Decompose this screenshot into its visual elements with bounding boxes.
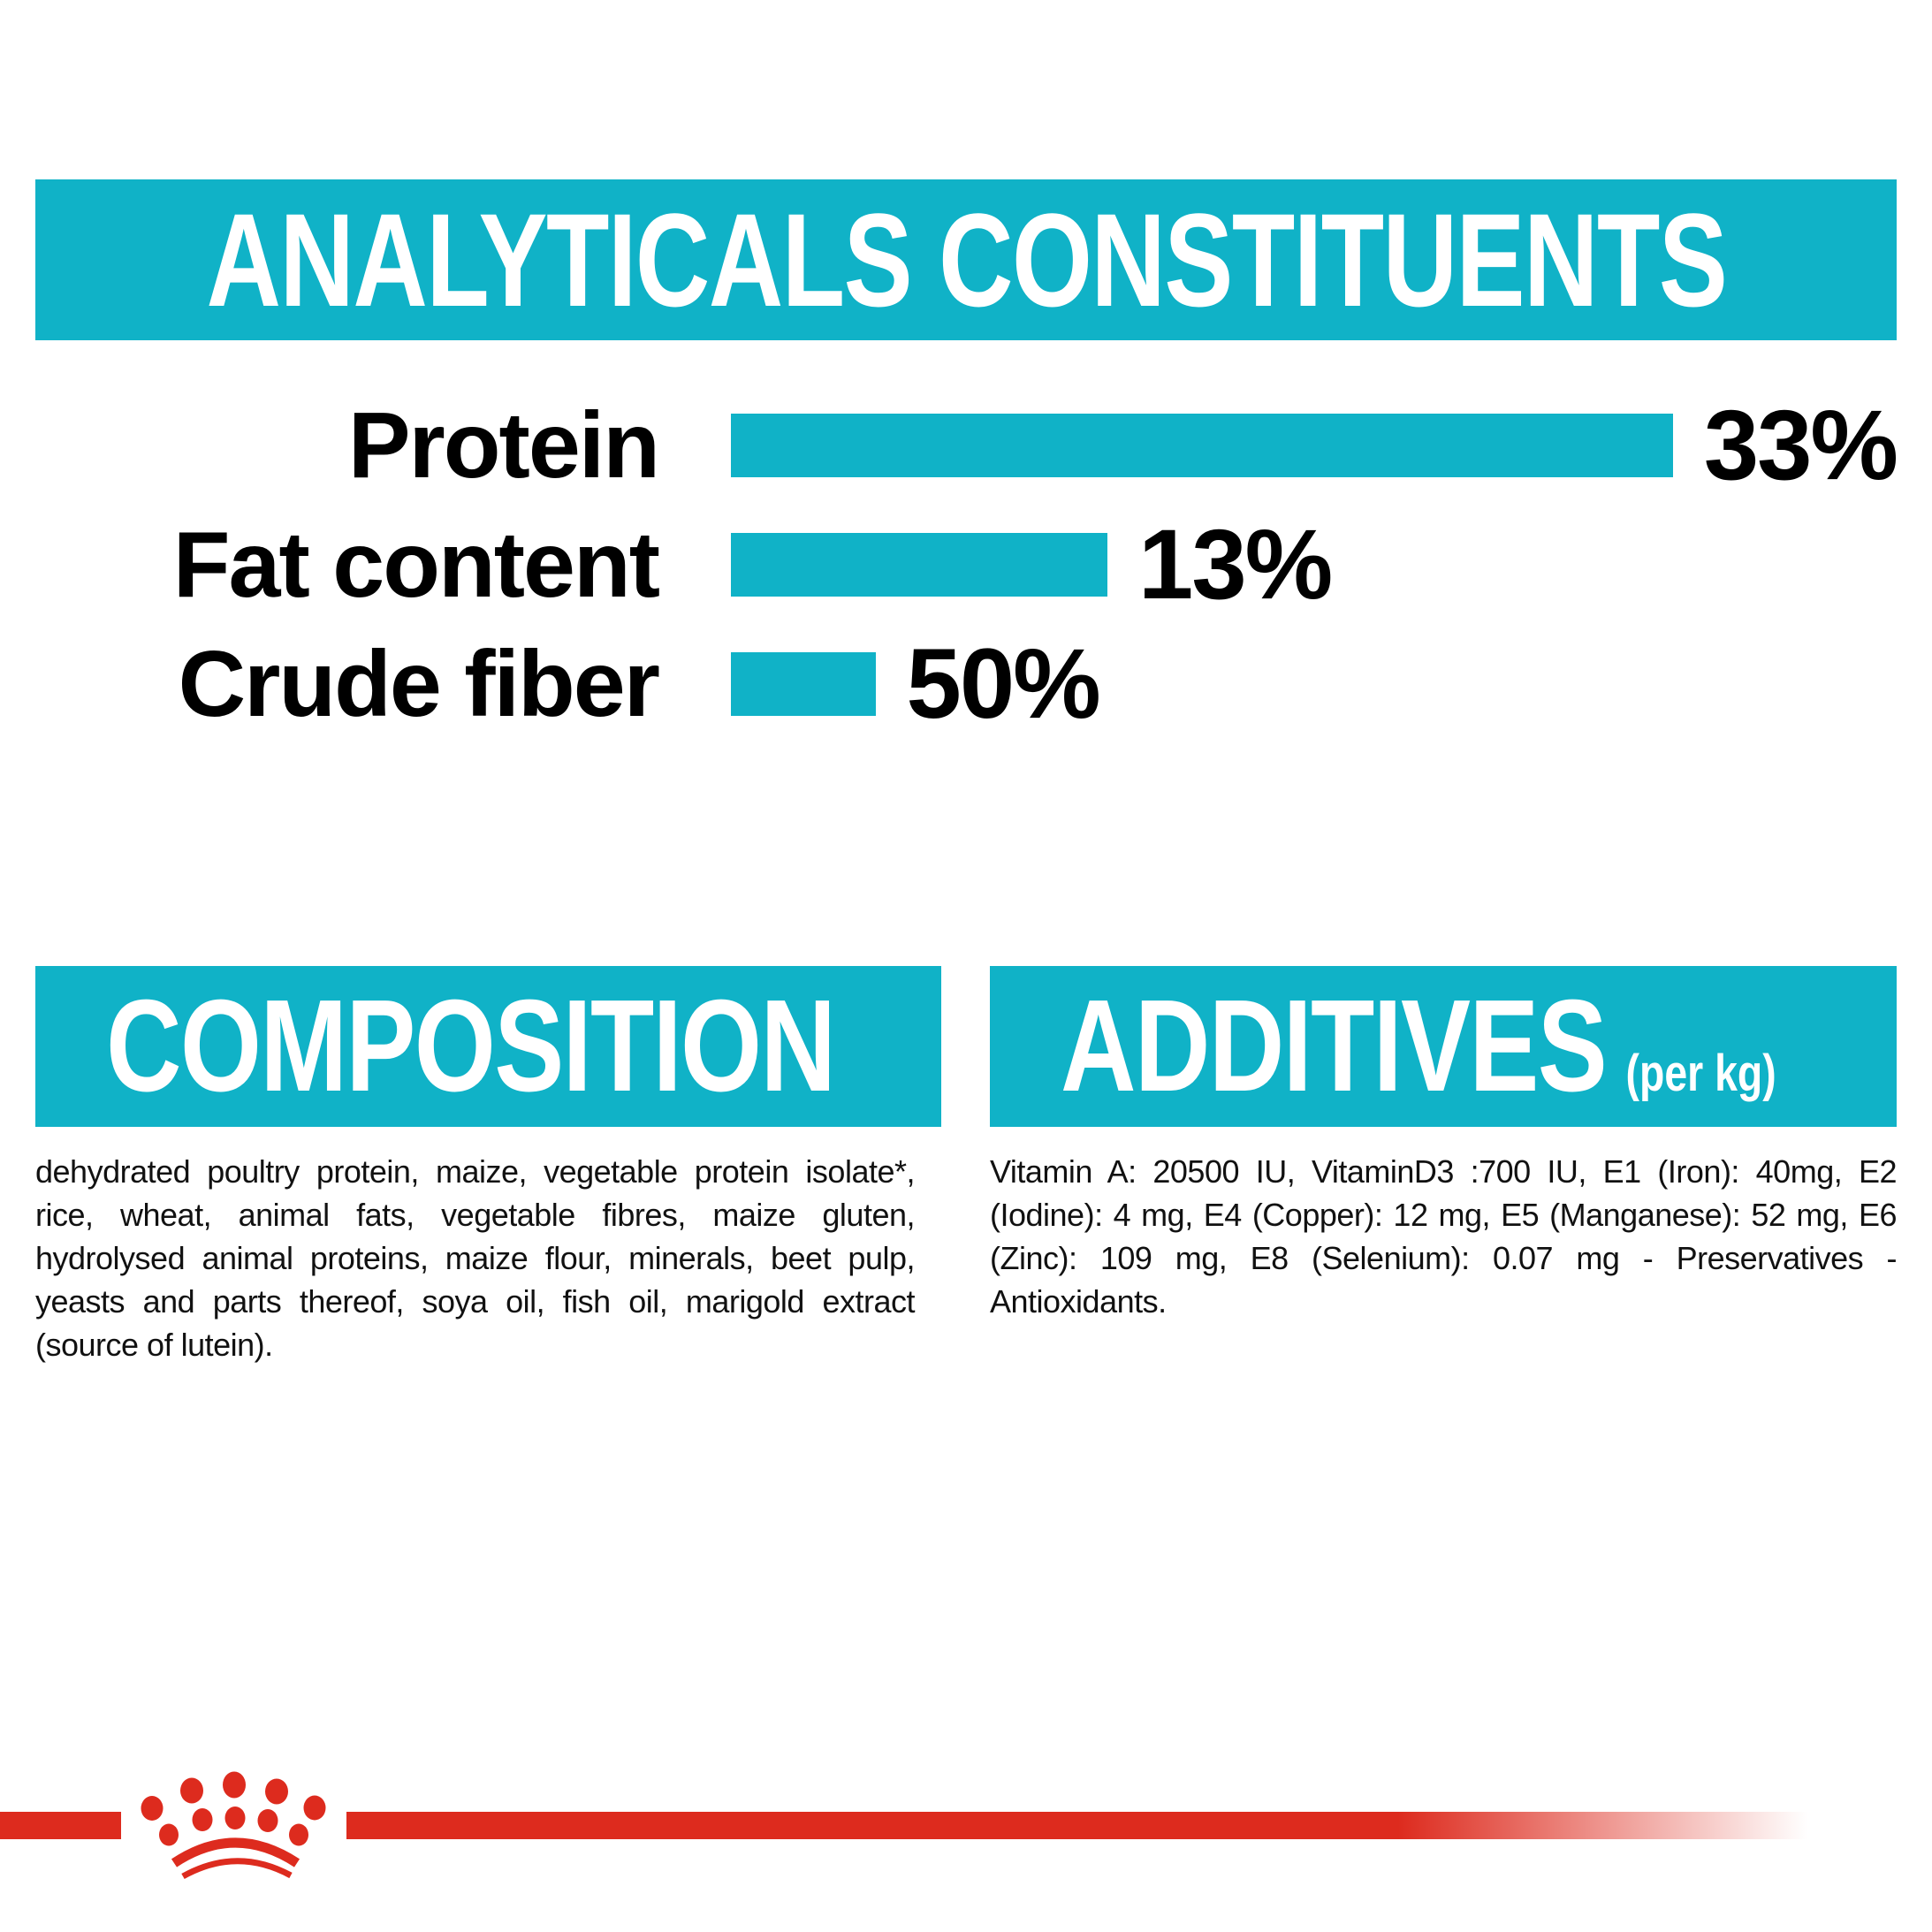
bar-value-label: 13% (1138, 509, 1333, 620)
additives-banner: ADDITIVES (per kg) (990, 966, 1897, 1127)
analyticals-banner: ANALYTICALS CONSTITUENTS (35, 179, 1897, 340)
bar-category-label: Crude fiber (178, 632, 660, 736)
analyticals-title-text: ANALYTICALS CONSTITUENTS (206, 186, 1727, 334)
fat-content-bar (731, 533, 1108, 597)
bar-value-label: 33% (1703, 390, 1898, 500)
additives-title: ADDITIVES (per kg) (1061, 981, 1932, 1112)
composition-title: COMPOSITION (106, 981, 1016, 1112)
red-ribbon-left (0, 1812, 121, 1839)
bar-category-label: Fat content (172, 513, 660, 617)
composition-title-text: COMPOSITION (106, 973, 836, 1119)
protein-bar (731, 414, 1673, 477)
red-ribbon-right (346, 1812, 1807, 1839)
bar-track: 50% (731, 635, 1897, 734)
analytical-constituents-chart: Protein 33% Fat content 13% Crude fiber … (0, 396, 1932, 772)
chart-row-fat-content: Fat content 13% (0, 515, 1932, 614)
composition-column: COMPOSITION dehydrated poultry protein, … (35, 966, 941, 1398)
bar-category-label: Protein (347, 393, 660, 498)
bar-track: 13% (731, 515, 1897, 614)
additives-title-unit: (per kg) (1625, 1045, 1776, 1102)
royal-canin-crown-icon (141, 1771, 326, 1880)
chart-row-crude-fiber: Crude fiber 50% (0, 635, 1932, 734)
bar-value-label: 50% (906, 628, 1101, 739)
bar-track: 33% (731, 396, 1898, 495)
composition-text: dehydrated poultry protein, maize, veget… (35, 1153, 916, 1363)
additives-column: ADDITIVES (per kg) Vitamin A: 20500 IU, V… (990, 966, 1898, 1398)
chart-row-protein: Protein 33% (0, 396, 1932, 495)
additives-title-main: ADDITIVES (1061, 973, 1608, 1119)
analyticals-title: ANALYTICALS CONSTITUENTS (0, 194, 1932, 326)
composition-additives-section: COMPOSITION dehydrated poultry protein, … (35, 966, 1898, 1398)
crude-fiber-bar (731, 652, 876, 716)
composition-banner: COMPOSITION (35, 966, 941, 1127)
additives-text: Vitamin A: 20500 IU, VitaminD3 :700 IU, … (990, 1153, 1898, 1320)
additives-title-text: ADDITIVES (per kg) (1061, 981, 1776, 1112)
